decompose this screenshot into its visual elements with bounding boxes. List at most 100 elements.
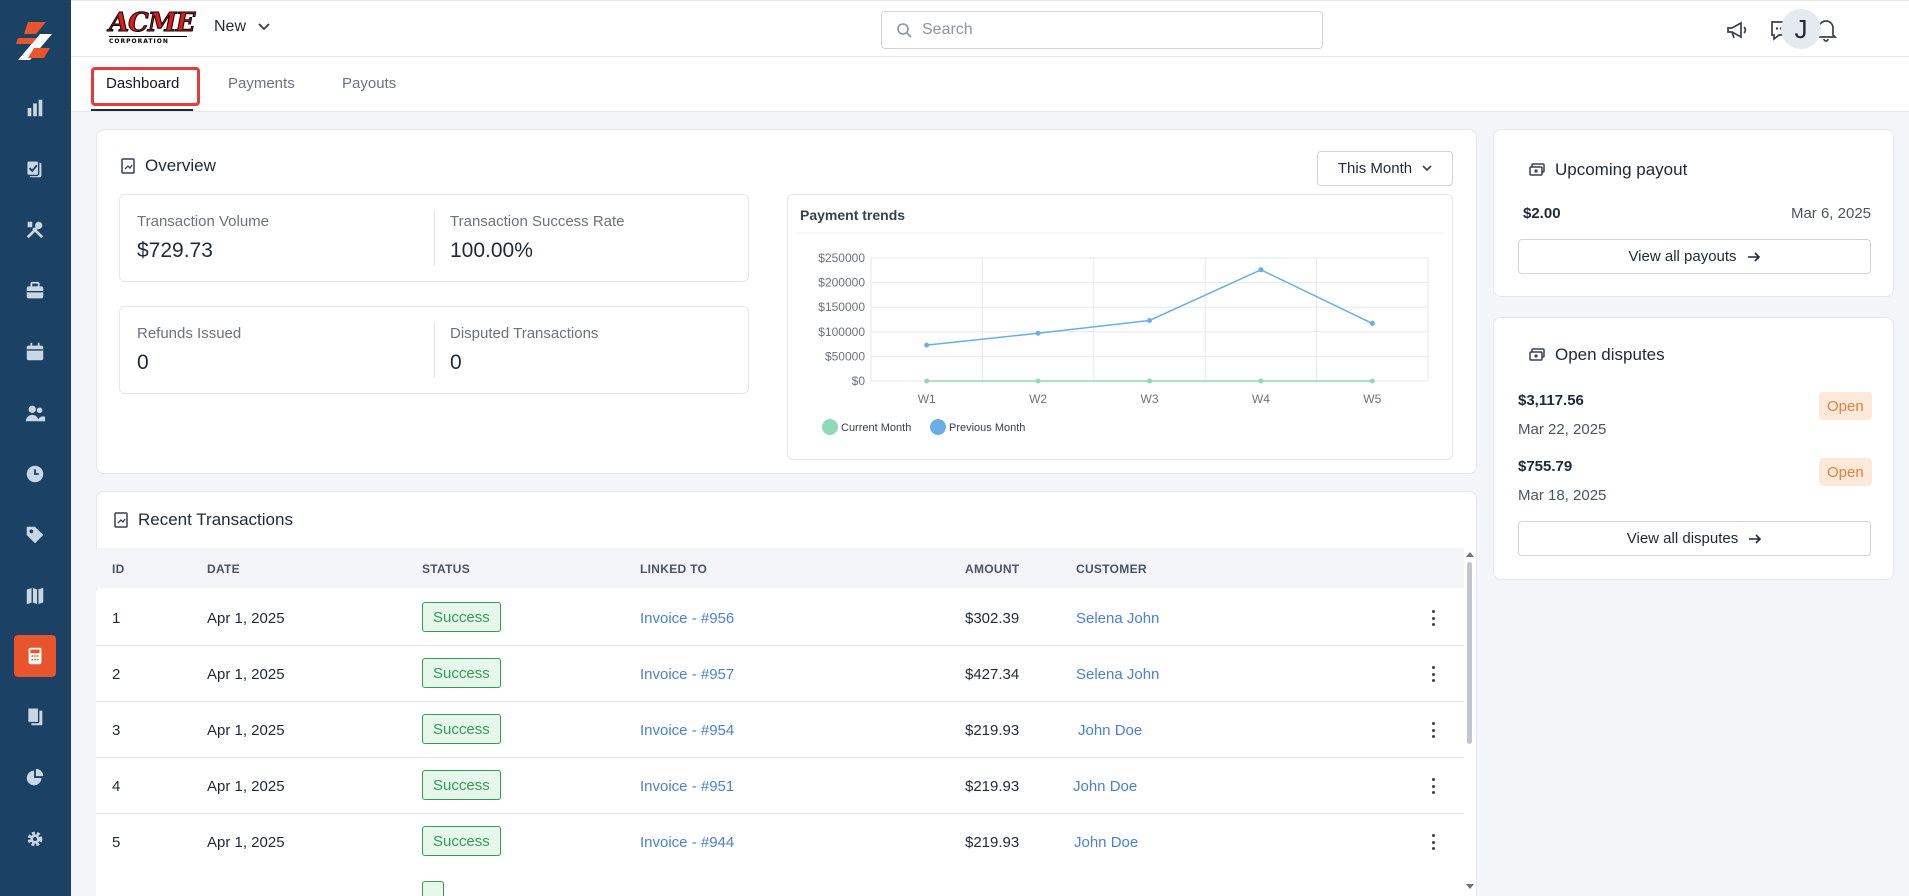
cell-date: Apr 1, 2025 bbox=[207, 610, 285, 627]
table-scrollbar[interactable] bbox=[1464, 548, 1474, 894]
data-point bbox=[1369, 320, 1375, 326]
cell-amount: $219.93 bbox=[965, 722, 1020, 739]
linked-invoice-link[interactable]: Invoice - #951 bbox=[640, 778, 735, 795]
dispute-date: Mar 22, 2025 bbox=[1518, 421, 1607, 438]
tab-payments[interactable]: Payments bbox=[228, 75, 295, 92]
table-row-partial bbox=[96, 869, 1464, 896]
period-dropdown[interactable]: This Month bbox=[1317, 151, 1453, 186]
col-status[interactable]: STATUS bbox=[422, 562, 471, 576]
table-row[interactable]: 5 Apr 1, 2025 Success Invoice - #944 $219.93… bbox=[96, 814, 1464, 870]
avatar[interactable]: J bbox=[1781, 9, 1821, 49]
y-tick-label: $50000 bbox=[825, 349, 865, 363]
calculator-icon[interactable] bbox=[14, 635, 56, 677]
cell-id: 2 bbox=[112, 666, 121, 683]
table-row[interactable]: 4 Apr 1, 2025 Success Invoice - #951 $219.93… bbox=[96, 758, 1464, 814]
new-label: New bbox=[214, 18, 247, 35]
chevron-down-icon bbox=[258, 23, 270, 31]
calendar-icon[interactable] bbox=[14, 331, 56, 373]
stat-divider bbox=[434, 323, 435, 378]
tab-dashboard[interactable]: Dashboard bbox=[106, 75, 180, 92]
brand-logo[interactable]: ACME CORPORATION bbox=[109, 8, 196, 46]
dispute-amount: $3,117.56 bbox=[1518, 392, 1584, 409]
legend-label: Previous Month bbox=[949, 422, 1025, 434]
scroll-down-icon[interactable] bbox=[1465, 883, 1475, 891]
new-dropdown-button[interactable]: New bbox=[214, 18, 270, 36]
data-point bbox=[1147, 378, 1152, 384]
clipboard-check-icon[interactable] bbox=[14, 148, 56, 190]
arrow-right-icon bbox=[1749, 533, 1762, 544]
cell-id: 4 bbox=[112, 778, 121, 795]
search-icon bbox=[897, 23, 912, 38]
customer-link[interactable]: John Doe bbox=[1078, 722, 1143, 739]
data-point bbox=[1258, 267, 1264, 273]
view-all-payouts-button[interactable]: View all payouts bbox=[1518, 239, 1871, 274]
row-menu-icon[interactable] bbox=[1428, 608, 1438, 628]
dispute-status-badge: Open bbox=[1819, 392, 1872, 420]
col-amount[interactable]: AMOUNT bbox=[965, 562, 1020, 576]
status-badge: Success bbox=[422, 602, 501, 632]
col-customer[interactable]: CUSTOMER bbox=[1076, 562, 1147, 576]
upcoming-payout-card: Upcoming payout $2.00 Mar 6, 2025 View a… bbox=[1493, 129, 1894, 297]
map-icon[interactable] bbox=[14, 575, 56, 617]
linked-invoice-link[interactable]: Invoice - #956 bbox=[640, 610, 735, 627]
scroll-up-icon[interactable] bbox=[1465, 550, 1475, 558]
cell-amount: $302.39 bbox=[965, 610, 1020, 627]
row-menu-icon[interactable] bbox=[1428, 776, 1438, 796]
tag-icon[interactable] bbox=[14, 514, 56, 556]
linked-invoice-link[interactable]: Invoice - #954 bbox=[640, 722, 735, 739]
data-point bbox=[1258, 378, 1264, 384]
pie-chart-icon[interactable] bbox=[14, 757, 56, 799]
table-row[interactable]: 1 Apr 1, 2025 Success Invoice - #956 $302.39… bbox=[96, 590, 1464, 646]
cell-id: 5 bbox=[112, 834, 121, 851]
col-linked-to[interactable]: LINKED TO bbox=[640, 562, 708, 576]
briefcase-icon[interactable] bbox=[14, 270, 56, 312]
customer-link[interactable]: John Doe bbox=[1073, 778, 1138, 795]
customer-link[interactable]: Selena John bbox=[1076, 610, 1160, 627]
table-row[interactable]: 3 Apr 1, 2025 Success Invoice - #954 $219.93… bbox=[96, 702, 1464, 758]
stat-refunds-issued: Refunds Issued 0 bbox=[137, 325, 242, 374]
stat-success-rate: Transaction Success Rate 100.00% bbox=[450, 213, 625, 262]
dispute-status-badge: Open bbox=[1819, 458, 1872, 486]
linked-invoice-link[interactable]: Invoice - #957 bbox=[640, 666, 735, 683]
search-input[interactable] bbox=[922, 21, 1302, 39]
cell-date: Apr 1, 2025 bbox=[207, 834, 285, 851]
app-logo[interactable] bbox=[14, 20, 56, 62]
customer-link[interactable]: Selena John bbox=[1076, 666, 1160, 683]
chart-canvas: $250000 $200000 $150000 $100000 $50000 $0 W1 W2… bbox=[796, 232, 1444, 435]
row-menu-icon[interactable] bbox=[1428, 832, 1438, 852]
cell-date: Apr 1, 2025 bbox=[207, 666, 285, 683]
row-menu-icon[interactable] bbox=[1428, 720, 1438, 740]
active-tab-underline bbox=[91, 109, 193, 111]
bar-chart-icon[interactable] bbox=[14, 87, 56, 129]
gear-icon[interactable] bbox=[14, 818, 56, 860]
y-tick-label: $250000 bbox=[818, 251, 865, 265]
col-date[interactable]: DATE bbox=[207, 562, 240, 576]
users-icon[interactable] bbox=[14, 392, 56, 434]
data-point bbox=[924, 378, 930, 384]
payout-date: Mar 6, 2025 bbox=[1790, 205, 1871, 222]
cell-date: Apr 1, 2025 bbox=[207, 722, 285, 739]
x-tick-label: W1 bbox=[918, 392, 936, 406]
scroll-thumb[interactable] bbox=[1467, 562, 1472, 744]
tools-icon[interactable] bbox=[14, 209, 56, 251]
megaphone-icon[interactable] bbox=[1724, 17, 1750, 43]
customer-link[interactable]: John Doe bbox=[1074, 834, 1139, 851]
money-icon bbox=[1529, 348, 1545, 361]
clock-icon[interactable] bbox=[14, 453, 56, 495]
table-row[interactable]: 2 Apr 1, 2025 Success Invoice - #957 $427.34… bbox=[96, 646, 1464, 702]
status-badge-partial bbox=[422, 881, 444, 896]
status-badge: Success bbox=[422, 770, 501, 800]
data-point bbox=[1369, 378, 1375, 384]
col-id[interactable]: ID bbox=[112, 562, 125, 576]
x-tick-label: W4 bbox=[1252, 392, 1270, 406]
tab-payouts[interactable]: Payouts bbox=[342, 75, 397, 92]
linked-invoice-link[interactable]: Invoice - #944 bbox=[640, 834, 735, 851]
upcoming-payout-title: Upcoming payout bbox=[1529, 160, 1687, 180]
documents-icon[interactable] bbox=[14, 696, 56, 738]
cell-date: Apr 1, 2025 bbox=[207, 778, 285, 795]
payout-amount: $2.00 bbox=[1523, 205, 1561, 222]
overview-title: Overview bbox=[121, 156, 216, 176]
row-menu-icon[interactable] bbox=[1428, 664, 1438, 684]
arrow-right-icon bbox=[1747, 251, 1760, 262]
view-all-disputes-button[interactable]: View all disputes bbox=[1518, 521, 1871, 556]
